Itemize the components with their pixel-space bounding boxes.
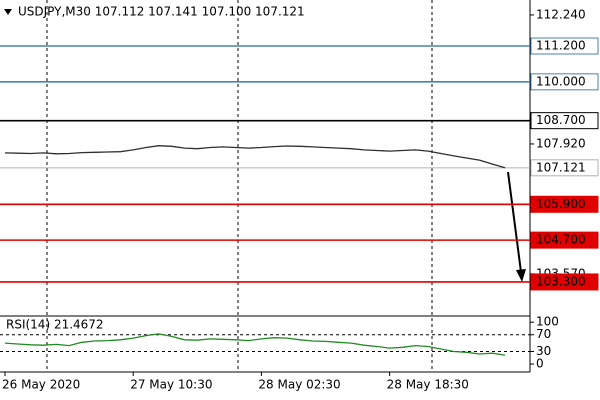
y-tick-label: 0 [536, 357, 544, 371]
level-label: 108.700 [536, 113, 586, 127]
y-tick-label: 112.240 [536, 7, 586, 21]
y-tick-label: 30 [536, 344, 551, 358]
y-tick-label: 70 [536, 327, 551, 341]
rsi-title: RSI(14) 21.4672 [6, 318, 104, 332]
level-box [530, 73, 599, 91]
level-label: 105.900 [536, 197, 586, 211]
x-tick-label: 28 May 02:30 [258, 378, 340, 392]
level-box [530, 273, 599, 291]
level-box [530, 231, 599, 249]
series-line [4, 333, 506, 356]
arrow [507, 171, 522, 273]
series-line [4, 145, 506, 169]
x-tick-label: 27 May 10:30 [130, 378, 212, 392]
level-box [530, 159, 599, 177]
level-label: 110.000 [536, 74, 586, 88]
level-box [530, 112, 599, 130]
y-tick-label: 107.920 [536, 136, 586, 150]
level-box [530, 195, 599, 213]
y-tick-label: 100 [536, 315, 559, 329]
level-label: 104.700 [536, 233, 586, 247]
arrow-head [516, 269, 526, 282]
vertical-grid [46, 0, 433, 372]
level-label: 103.300 [536, 274, 586, 288]
chart-title: USDJPY,M30 107.112 107.141 107.100 107.1… [18, 5, 305, 19]
level-label: 111.200 [536, 38, 586, 52]
level-box [530, 37, 599, 55]
level-label: 107.121 [536, 160, 586, 174]
collapse-icon[interactable] [4, 9, 12, 15]
x-tick-label: 26 May 2020 [2, 378, 80, 392]
x-tick-label: 28 May 18:30 [387, 378, 469, 392]
